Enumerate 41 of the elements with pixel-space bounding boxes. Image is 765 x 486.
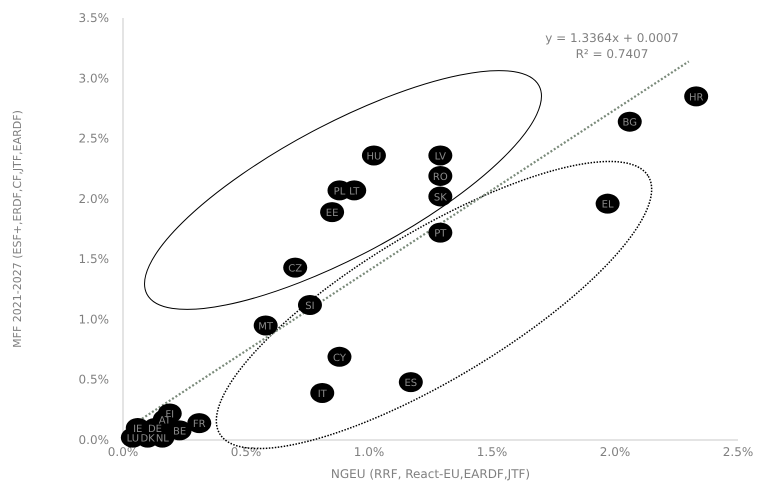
y-axis-title: MFF 2021-2027 (ESF+,ERDF,CF,JTF,EARDF) (11, 110, 24, 348)
data-label: HU (366, 151, 382, 162)
y-tick-label: 2.0% (78, 192, 109, 206)
data-label: EE (326, 208, 338, 220)
data-label: CZ (288, 264, 302, 275)
data-label: NL (156, 434, 170, 445)
data-label: MT (258, 321, 274, 332)
data-label: ES (404, 378, 418, 390)
data-label: FR (192, 419, 206, 430)
data-label: LT (349, 186, 360, 198)
y-tick-label: 3.5% (78, 11, 109, 25)
data-label: SK (434, 192, 448, 204)
y-tick-label: 3.0% (78, 71, 109, 86)
x-tick-label: 2.5% (722, 445, 754, 459)
data-label: PT (434, 228, 448, 240)
x-tick-label: 0.5% (230, 445, 262, 459)
data-label: IT (318, 388, 328, 400)
data-label: PL (334, 186, 346, 198)
annotation: y = 1.3364x + 0.0007 (545, 31, 679, 45)
data-label: HR (688, 92, 704, 104)
y-tick-label: 1.0% (78, 312, 109, 326)
data-label: BG (622, 118, 637, 129)
y-tick-label: 0.5% (78, 372, 109, 387)
data-label: SI (305, 300, 315, 312)
data-label: DK (140, 434, 156, 445)
data-label: IE (133, 424, 142, 435)
data-label: RO (432, 172, 448, 183)
data-label: BE (172, 426, 186, 438)
data-label: EL (602, 200, 614, 211)
annotation: R² = 0.7407 (576, 47, 648, 61)
y-tick-label: 2.5% (78, 132, 109, 146)
x-tick-label: 1.5% (476, 445, 508, 459)
x-axis-title: NGEU (RRF, React-EU,EARDF,JTF) (330, 467, 530, 481)
y-tick-label: 0.0% (78, 433, 109, 447)
x-tick-label: 0.0% (108, 445, 138, 459)
data-label: CY (333, 352, 347, 364)
x-tick-label: 2.0% (600, 445, 630, 459)
data-label: LU (126, 434, 140, 445)
x-tick-label: 1.0% (354, 445, 384, 459)
y-tick-label: 1.5% (78, 252, 109, 266)
data-label: LV (434, 151, 446, 162)
